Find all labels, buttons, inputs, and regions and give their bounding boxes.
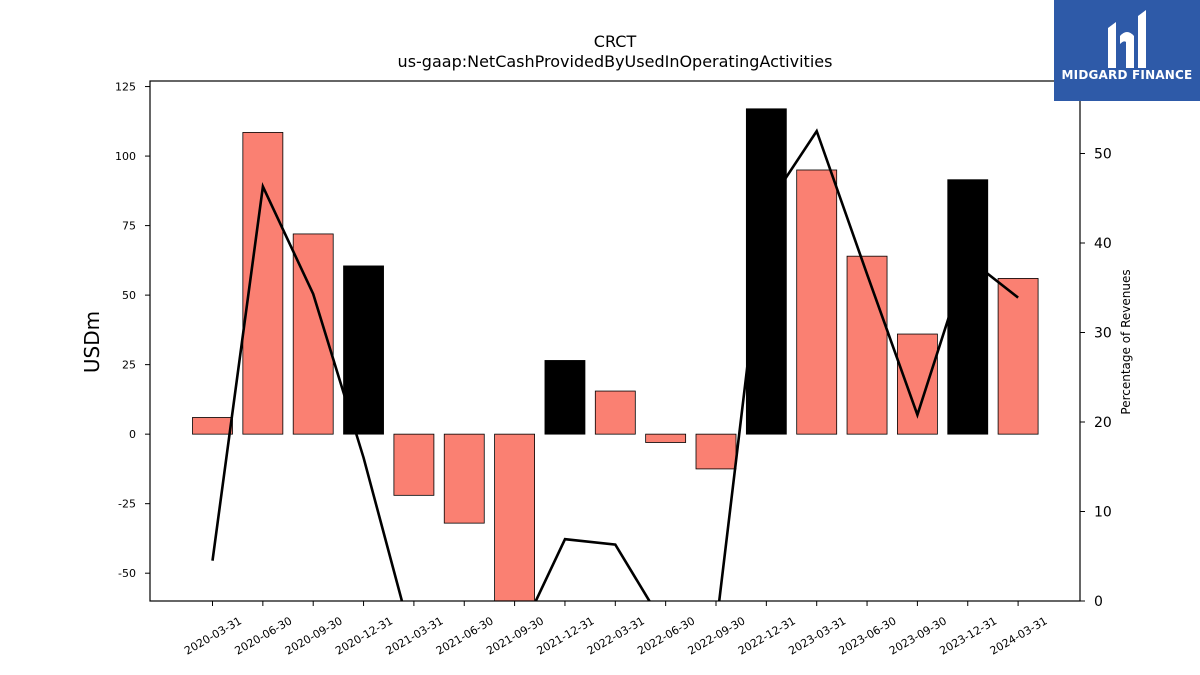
y2-axis-label: Percentage of Revenues xyxy=(1119,269,1133,414)
bar-group xyxy=(192,108,1039,601)
y2-tick-label: 20 xyxy=(1094,415,1112,431)
y-tick-label: 0 xyxy=(129,428,136,441)
bar xyxy=(594,390,636,435)
logo-mark-icon xyxy=(1108,10,1146,68)
bar xyxy=(796,169,838,435)
brand-logo: MIDGARD FINANCE xyxy=(1054,0,1200,101)
bar xyxy=(393,433,435,496)
bar xyxy=(745,108,787,435)
y2-tick-label: 50 xyxy=(1094,146,1112,162)
x-tick-label: 2024-03-31 xyxy=(988,614,1050,657)
bar xyxy=(695,433,737,470)
bar xyxy=(947,179,989,435)
chart-title: CRCT xyxy=(593,32,637,51)
chart-subtitle: us-gaap:NetCashProvidedByUsedInOperating… xyxy=(397,52,833,71)
y-tick-label: 50 xyxy=(122,289,136,302)
bar xyxy=(443,433,485,524)
logo-text: MIDGARD FINANCE xyxy=(1061,68,1193,82)
y-axis-label: USDm xyxy=(80,311,104,373)
bar xyxy=(846,255,888,435)
bar xyxy=(997,278,1039,435)
bar xyxy=(544,360,586,435)
x-axis: 2020-03-312020-06-302020-09-302020-12-31… xyxy=(182,601,1050,658)
bar xyxy=(645,433,687,443)
y-tick-label: -50 xyxy=(118,567,136,580)
bar xyxy=(494,433,536,601)
y2-tick-label: 40 xyxy=(1094,236,1112,252)
y-tick-label: 125 xyxy=(115,81,136,94)
bar xyxy=(192,417,233,435)
y2-tick-label: 10 xyxy=(1094,504,1112,520)
y-tick-label: 100 xyxy=(115,150,136,163)
line-group xyxy=(211,128,1019,601)
right-axis: 0 10 20 30 40 50 xyxy=(1080,146,1112,610)
y2-tick-label: 0 xyxy=(1094,594,1103,610)
left-axis: -50 -25 0 25 50 75 100 125 xyxy=(115,81,150,580)
y-tick-label: 25 xyxy=(122,359,136,372)
series-line xyxy=(211,128,1019,601)
bar xyxy=(897,333,938,435)
y-tick-label: -25 xyxy=(118,498,136,511)
y-tick-label: 75 xyxy=(122,220,136,233)
bar xyxy=(343,265,384,435)
y2-tick-label: 30 xyxy=(1094,325,1112,341)
